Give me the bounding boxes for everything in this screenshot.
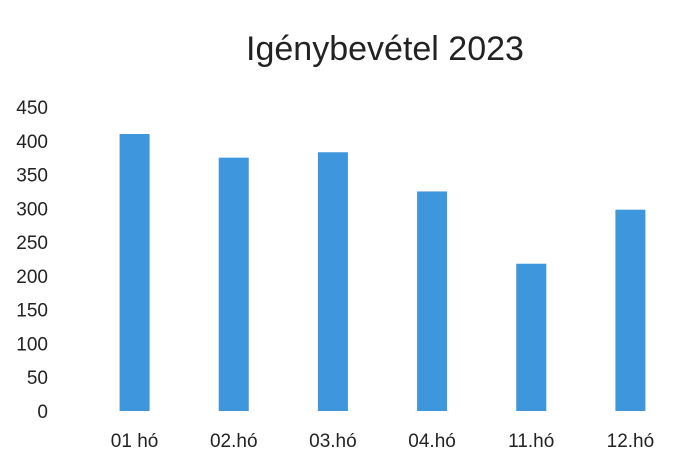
y-tick-label: 450 [16,98,48,119]
bar [317,152,348,412]
y-tick-label: 300 [16,199,48,220]
y-tick-label: 400 [16,132,48,153]
chart-title: Igénybevétel 2023 [246,30,524,68]
y-tick-label: 100 [16,334,48,355]
x-tick-label: 04.hó [408,431,456,452]
y-tick-label: 350 [16,166,48,187]
y-tick-label: 150 [16,301,48,322]
x-tick-label: 02.hó [210,431,258,452]
y-tick-label: 250 [16,233,48,254]
bar [615,209,646,411]
y-tick-label: 0 [37,402,48,423]
y-tick-label: 200 [16,267,48,288]
y-tick-label: 50 [27,368,48,389]
bar [218,157,249,411]
bar [119,134,150,411]
x-tick-label: 01 hó [111,431,159,452]
bar [417,191,448,411]
x-tick-label: 11.hó [508,431,554,452]
bar [516,263,547,411]
x-tick-label: 03.hó [309,431,357,452]
x-tick-label: 12.hó [607,431,655,452]
